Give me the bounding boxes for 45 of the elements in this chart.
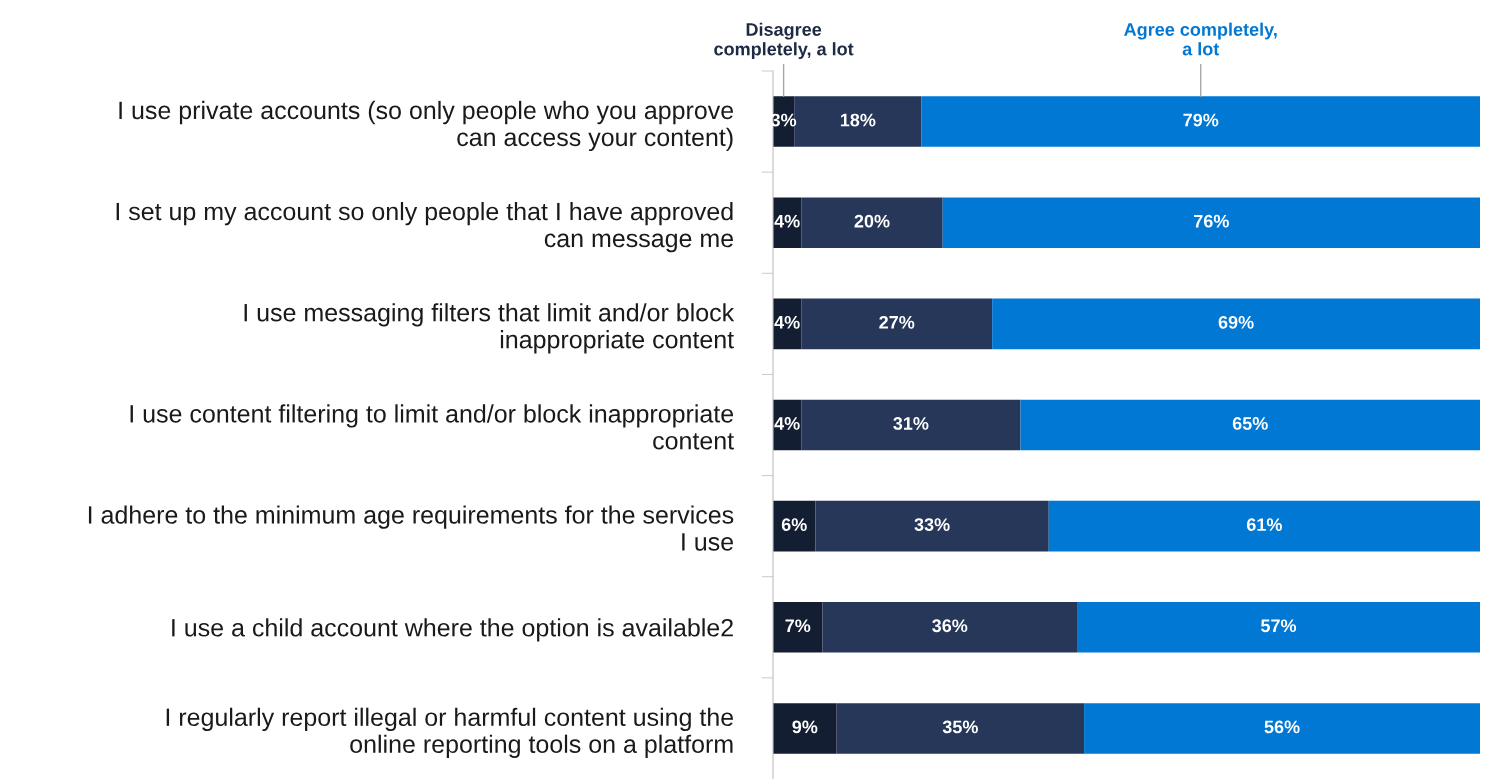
data-label: 4% (774, 315, 800, 329)
text: Agree completely, a lot (1124, 22, 1277, 56)
data-label: 61% (1246, 518, 1282, 531)
data-label: 20% (854, 214, 890, 228)
data-label: 57% (1260, 619, 1297, 633)
data-label: 65% (1232, 417, 1268, 430)
data-label: 18% (840, 113, 876, 127)
bar (815, 500, 1049, 552)
data-label: 27% (879, 315, 915, 329)
y-tick-label: I adhere to the minimum age requirements for the services I use (88, 505, 734, 551)
bar (801, 399, 1021, 451)
data-label: 76% (1194, 214, 1229, 228)
data-label: 4% (774, 417, 800, 430)
bar (1084, 703, 1480, 754)
bar (801, 298, 993, 350)
bar (942, 197, 1480, 248)
bar (836, 703, 1085, 754)
bar (1077, 602, 1480, 653)
data-label: 9% (792, 720, 818, 734)
bar (801, 197, 943, 248)
data-label: 7% (785, 619, 811, 633)
y-tick-label: I set up my account so only people that I have approved can message me (116, 202, 734, 253)
data-label: 4% (774, 214, 800, 228)
bar (992, 298, 1480, 350)
data-label: 31% (893, 417, 929, 430)
y-tick-label: I use content filtering to limit and/or block inappropriate content (130, 404, 734, 450)
bar (794, 96, 922, 147)
bar (1048, 500, 1480, 552)
y-tick-label: I regularly report illegal or harmful content using the online reporting tools on a platform (166, 707, 734, 758)
data-label: 69% (1218, 315, 1254, 329)
bar (773, 602, 823, 653)
y-tick-label: I use private accounts (so only people who you approve can access your content) (119, 100, 734, 152)
bar (1020, 399, 1480, 451)
data-label: 56% (1264, 720, 1300, 734)
text: Disagree completely, a lot (714, 22, 854, 59)
bar (822, 602, 1078, 653)
bar (921, 96, 1480, 147)
data-label: 35% (942, 720, 978, 734)
y-tick-label: I use messaging filters that limit and/or block inappropriate content (244, 303, 735, 354)
data-label: 33% (914, 518, 950, 532)
bar (773, 703, 837, 754)
y-tick-label: I use a child account where the option is available2 (172, 618, 733, 642)
data-label: 79% (1183, 113, 1219, 127)
data-label: 36% (932, 619, 968, 633)
data-label: 6% (781, 518, 807, 531)
